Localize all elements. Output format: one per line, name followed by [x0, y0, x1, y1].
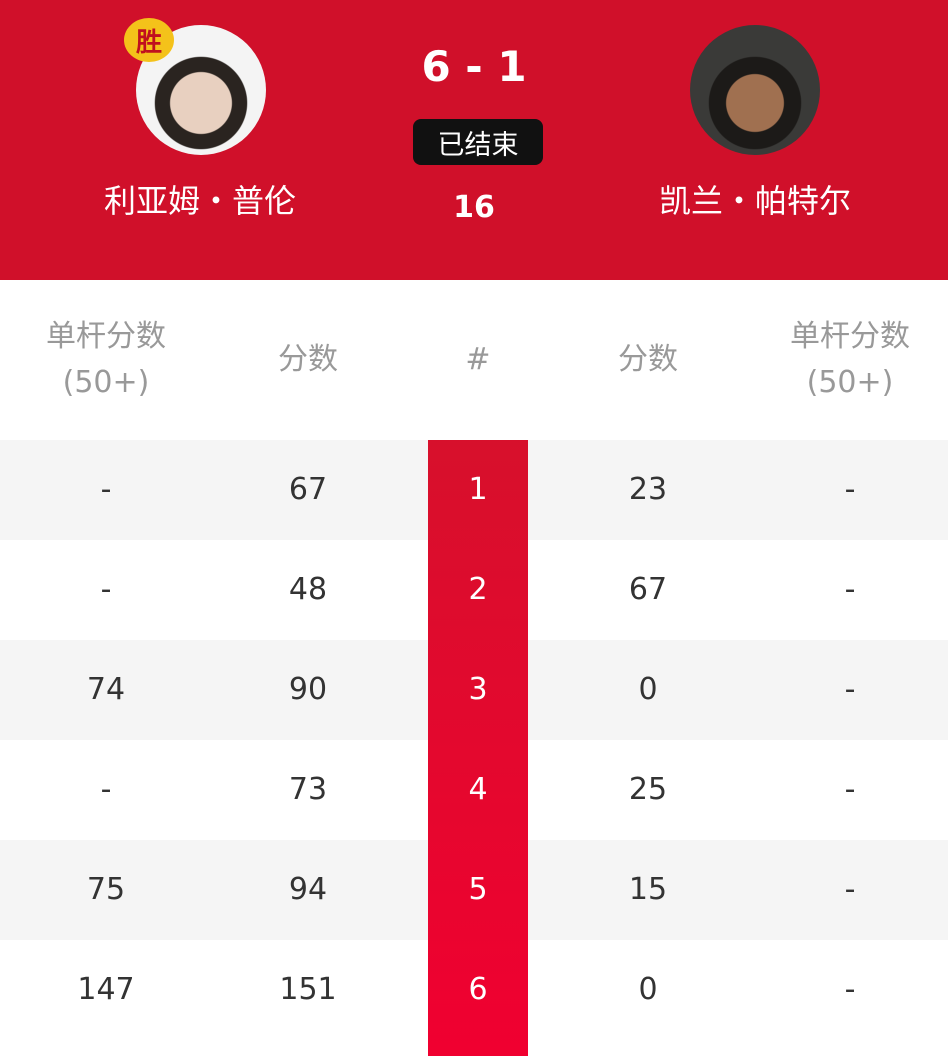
cell-frame-number: 3	[468, 672, 488, 707]
cell-right-score: 23	[628, 472, 668, 507]
header-text: 单杆分数	[790, 319, 910, 354]
cell-frame-number: 4	[468, 772, 488, 807]
cell-frame-number: 1	[468, 472, 488, 507]
match-status-badge: 已结束	[413, 119, 543, 165]
cell-left-score: 90	[288, 672, 328, 707]
cell-left-break: 74	[86, 672, 126, 707]
total-frames: 16	[453, 190, 495, 225]
header-subtext: (50+)	[806, 365, 894, 400]
header-subtext: (50+)	[62, 365, 150, 400]
cell-left-score: 73	[288, 772, 328, 807]
frame-column-highlight	[428, 440, 528, 1056]
header-left-score: 分数	[278, 342, 338, 377]
header-text: 单杆分数	[46, 319, 166, 354]
cell-left-break: -	[100, 572, 112, 607]
cell-left-score: 151	[279, 972, 337, 1007]
cell-left-score: 48	[288, 572, 328, 607]
cell-right-score: 0	[638, 972, 658, 1007]
left-player-name[interactable]: 利亚姆・普伦	[103, 182, 296, 220]
match-header: 胜 利亚姆・普伦 6 - 1 已结束 16 凯兰・帕特尔	[0, 0, 948, 280]
cell-right-score: 67	[628, 572, 668, 607]
cell-left-break: -	[100, 472, 112, 507]
header-frame: #	[465, 342, 491, 377]
cell-right-score: 0	[638, 672, 658, 707]
cell-right-score: 15	[628, 872, 668, 907]
table-header: 单杆分数 (50+) 分数 # 分数 单杆分数 (50+)	[0, 280, 948, 440]
cell-left-break: -	[100, 772, 112, 807]
cell-left-score: 94	[288, 872, 328, 907]
cell-right-score: 25	[628, 772, 668, 807]
cell-frame-number: 5	[468, 872, 488, 907]
match-score: 6 - 1	[421, 42, 527, 91]
cell-left-score: 67	[288, 472, 328, 507]
cell-frame-number: 2	[468, 572, 488, 607]
cell-left-break: 147	[77, 972, 135, 1007]
cell-right-break: -	[844, 572, 856, 607]
header-right-break: 单杆分数 (50+)	[750, 280, 948, 440]
cell-right-break: -	[844, 472, 856, 507]
right-player-avatar[interactable]	[690, 25, 820, 155]
cell-left-break: 75	[86, 872, 126, 907]
cell-frame-number: 6	[468, 972, 488, 1007]
right-player-name[interactable]: 凯兰・帕特尔	[658, 182, 851, 220]
winner-badge: 胜	[124, 18, 174, 62]
header-left-break: 单杆分数 (50+)	[6, 280, 206, 440]
cell-right-break: -	[844, 872, 856, 907]
cell-right-break: -	[844, 972, 856, 1007]
cell-right-break: -	[844, 672, 856, 707]
header-right-score: 分数	[618, 342, 678, 377]
cell-right-break: -	[844, 772, 856, 807]
